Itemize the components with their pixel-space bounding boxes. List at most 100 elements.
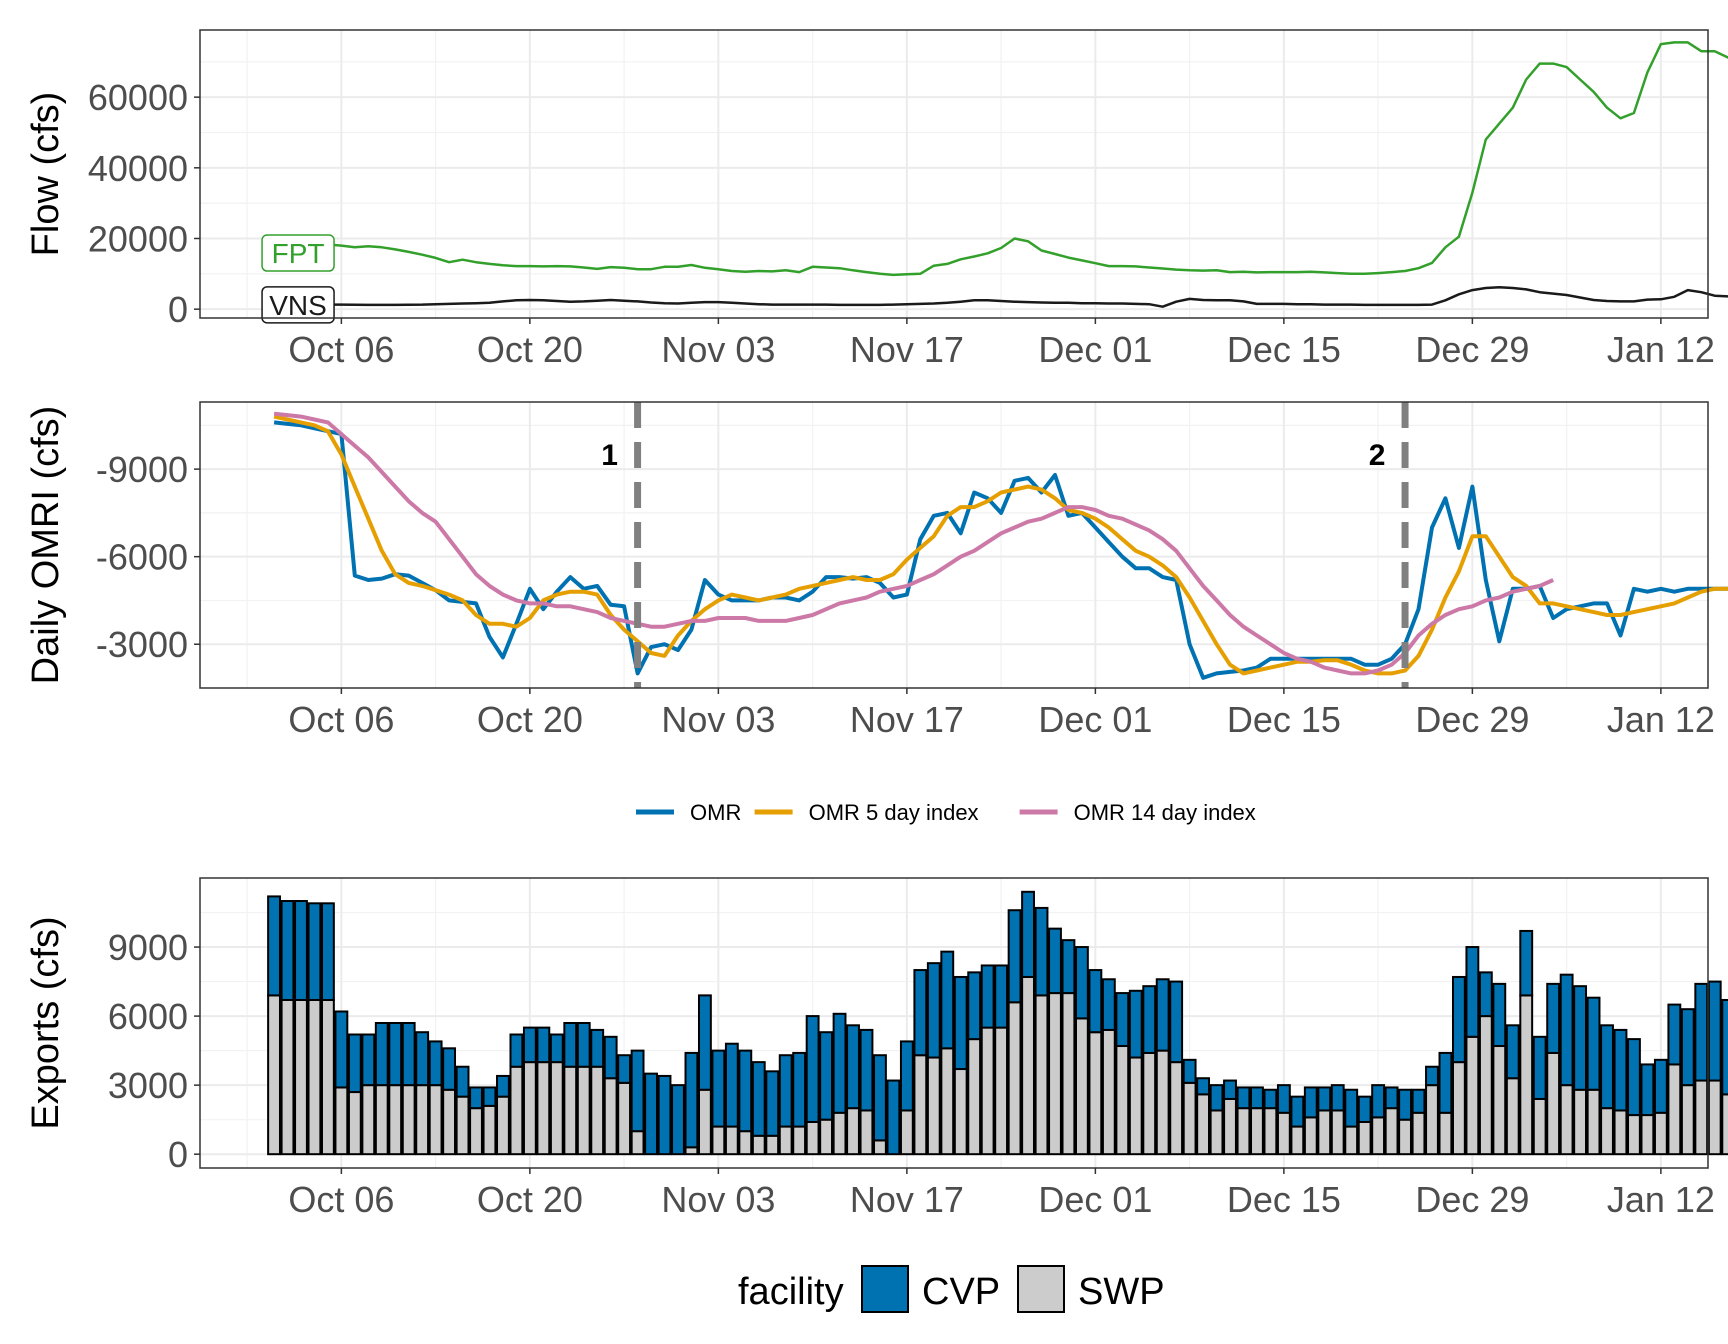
y-tick-label: -6000 [96,537,188,578]
bar-swp [1667,1063,1682,1156]
y-tick-label: -9000 [96,449,188,490]
bar-swp [1128,1056,1143,1156]
bar-swp [899,1109,914,1156]
bar-swp [1115,1045,1130,1156]
bar-swp [913,1054,928,1156]
bar-cvp [1115,992,1130,1048]
bar-swp [1465,1035,1480,1156]
omr-legend: OMR OMR 5 day index OMR 14 day index [636,800,1256,825]
bar-swp [388,1084,403,1156]
bar-cvp [415,1031,430,1087]
x-tick-label: Dec 15 [1227,329,1341,370]
bar-cvp [1182,1058,1197,1084]
bar-cvp [536,1026,551,1064]
bar-cvp [684,1051,699,1149]
bar-cvp [1667,1003,1682,1066]
x-tick-label: Oct 20 [477,1179,583,1220]
bar-swp [374,1084,389,1156]
bar-cvp [967,971,982,1041]
bar-cvp [899,1040,914,1112]
legend-label: SWP [1078,1271,1165,1313]
bar-swp [1680,1084,1695,1156]
x-tick-label: Dec 29 [1415,699,1529,740]
bar-swp [1034,994,1049,1156]
bar-swp [1478,1015,1493,1156]
bar-cvp [1303,1086,1318,1119]
bar-swp [1223,1097,1237,1156]
bar-swp [347,1091,362,1156]
vertical-reference-label: 1 [601,439,618,472]
bar-cvp [953,975,968,1071]
legend-label: OMR [690,800,741,825]
bar-swp [697,1088,712,1156]
x-tick-label: Oct 20 [477,699,583,740]
bar-swp [563,1065,578,1156]
bar-cvp [1505,1024,1520,1080]
bar-swp [469,1107,483,1156]
bar-cvp [1357,1095,1372,1123]
y-tick-label: -3000 [96,624,188,665]
bar-swp [1101,1028,1116,1156]
bar-swp [819,1118,834,1156]
bar-cvp [1276,1084,1291,1114]
series-label-vns: VNS [269,290,327,321]
bar-swp [1250,1107,1264,1156]
bar-cvp [1465,946,1480,1038]
bar-swp [1048,992,1062,1156]
bar-cvp [657,1074,672,1156]
exports-panel: Oct 06 Oct 20 Nov 03 Nov 17 Dec 01 Dec 15 Dec … [25,877,1728,1220]
x-tick-label: Dec 01 [1038,329,1152,370]
bar-cvp [697,994,712,1091]
bar-swp [684,1146,699,1156]
bar-cvp [320,902,335,1001]
bar-swp [1505,1077,1520,1156]
bar-cvp [873,1054,887,1142]
x-tick-label: Nov 17 [850,1179,964,1220]
series-line-omr-14-day-index [273,411,1555,676]
y-tick-label: 9000 [108,927,188,968]
series-label-fpt: FPT [272,238,325,269]
y-tick-label: 6000 [108,996,188,1037]
bar-swp [1303,1116,1318,1156]
bar-cvp [294,900,308,1001]
y-axis-title: Exports (cfs) [25,916,67,1129]
bar-cvp [859,1028,874,1112]
bar-swp [1532,1097,1547,1156]
x-tick-label: Dec 15 [1227,1179,1341,1220]
bar-swp [442,1088,457,1156]
bar-cvp [1330,1084,1345,1112]
facility-legend: facility CVP SWP [738,1265,1165,1313]
legend-label: OMR 5 day index [809,800,979,825]
bar-cvp [1546,982,1561,1054]
bar-swp [320,998,335,1156]
legend-title: facility [738,1271,844,1313]
bar-cvp [1344,1088,1359,1128]
x-tick-label: Dec 15 [1227,699,1341,740]
bar-cvp [1290,1095,1305,1128]
bar-cvp [267,895,281,997]
bar-swp [805,1120,820,1156]
bar-cvp [913,969,928,1057]
bar-cvp [1613,1028,1628,1112]
bar-cvp [428,1040,443,1087]
bar-cvp [1169,980,1184,1064]
panel-border-3 [199,877,1709,1169]
bar-cvp [590,1028,605,1068]
bar-cvp [1048,927,1062,995]
bar-cvp [509,1033,524,1068]
bar-cvp [940,950,955,1050]
y-tick-label: 20000 [88,218,188,259]
bar-cvp [1209,1084,1224,1112]
bar-cvp [765,1070,780,1137]
x-tick-label: Jan 12 [1607,1179,1715,1220]
bar-cvp [1573,985,1588,1091]
bar-cvp [1007,909,1022,1004]
legend-label: OMR 14 day index [1074,800,1256,825]
bar-swp [980,1026,995,1156]
legend-label: CVP [922,1271,1000,1313]
x-tick-label: Dec 29 [1415,1179,1529,1220]
bar-swp [832,1111,847,1156]
bar-cvp [1492,982,1507,1048]
bar-cvp [563,1022,578,1068]
